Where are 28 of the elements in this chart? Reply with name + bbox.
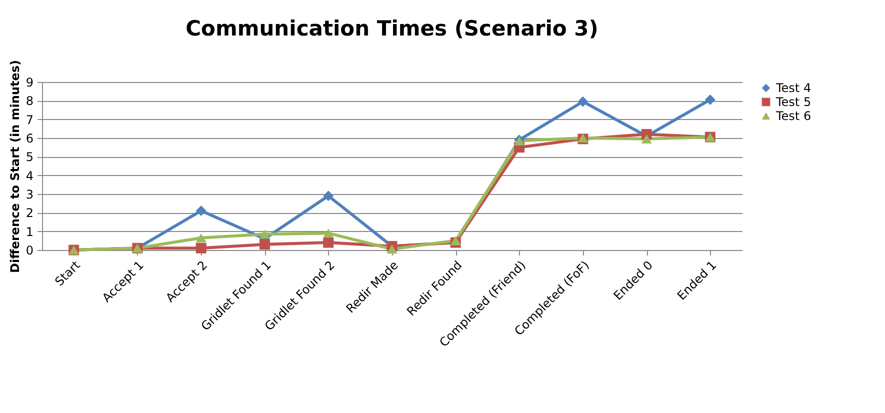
legend-label: Test 4 [775,81,812,95]
point [578,96,588,107]
y-tick-label: 6 [26,132,34,146]
point [196,206,206,216]
y-tick-label: 7 [26,112,34,127]
point [450,236,461,246]
y-tick-label: 5 [26,150,34,164]
y-tick-label: 2 [26,206,34,220]
y-tick-label: 8 [26,94,34,108]
y-axis-title: Difference to Start (in minutes) [8,60,22,273]
legend-label: Test 6 [775,109,812,123]
point [386,244,398,254]
y-tick-label: 0 [26,244,34,258]
point [323,190,334,202]
legend-label: Test 5 [775,95,812,109]
point [259,239,270,250]
y-tick-label: 1 [26,224,34,239]
point [323,228,334,238]
chart-title: Communication Times (Scenario 3) [186,16,598,41]
point [196,233,206,242]
y-tick-label: 4 [26,168,34,183]
y-tick-label: 3 [26,188,34,202]
point [641,134,652,144]
y-tick-label: 9 [26,76,34,90]
point [259,230,270,239]
point [704,94,716,105]
point [196,242,206,254]
point [323,237,334,248]
